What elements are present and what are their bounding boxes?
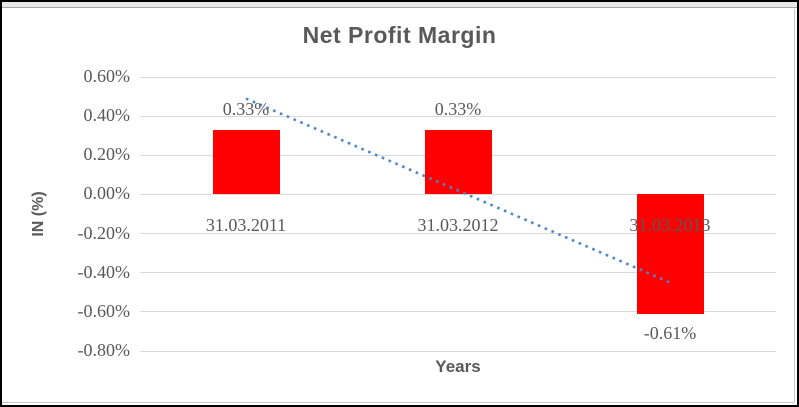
- chart-border-bottom: [2, 402, 795, 403]
- gridline: [140, 311, 776, 313]
- y-tick-label: -0.60%: [77, 300, 131, 321]
- chart-title: Net Profit Margin: [302, 22, 497, 48]
- data-label: 0.33%: [434, 98, 482, 119]
- y-tick-label: 0.20%: [83, 144, 131, 165]
- y-tick-label: -0.20%: [77, 222, 131, 243]
- gridline: [140, 350, 776, 352]
- spreadsheet-top-strip: [2, 2, 797, 8]
- y-tick-label: -0.80%: [77, 340, 131, 360]
- chart-border-right: [794, 9, 795, 403]
- y-tick-label: 0.40%: [83, 105, 131, 126]
- bar-31.03.2013: [636, 194, 704, 314]
- category-label: 31.03.2011: [205, 215, 287, 236]
- category-label: 31.03.2013: [629, 215, 711, 236]
- x-axis-title: Years: [435, 357, 481, 376]
- category-label: 31.03.2012: [417, 215, 499, 236]
- data-label: -0.61%: [643, 322, 697, 343]
- y-tick-label: 0.00%: [83, 183, 131, 204]
- bar-31.03.2011: [212, 129, 280, 195]
- bar-31.03.2012: [424, 129, 492, 195]
- y-tick-label: 0.60%: [83, 66, 131, 86]
- y-tick-label: -0.40%: [77, 261, 131, 282]
- y-axis-title: IN (%): [30, 191, 47, 237]
- data-label: 0.33%: [222, 98, 270, 119]
- gridline: [140, 76, 776, 78]
